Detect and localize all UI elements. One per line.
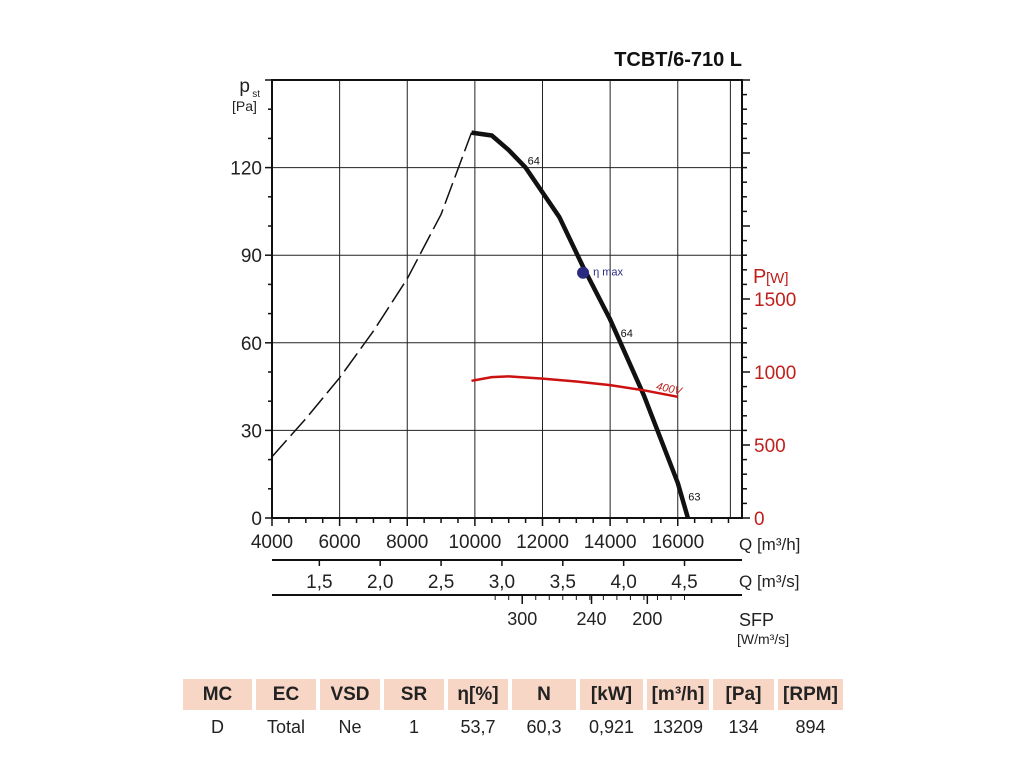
table-header-cell: SR <box>384 679 444 710</box>
table-header-cell: N <box>512 679 576 710</box>
table-header-cell: [Pa] <box>713 679 774 710</box>
table-header-cell: [kW] <box>580 679 643 710</box>
x-tick-label: 8000 <box>386 532 428 553</box>
table-value-cell: 134 <box>728 717 759 737</box>
table-column: [m³/h] 13209 <box>647 679 709 744</box>
table-column: [Pa] 134 <box>713 679 774 744</box>
y2-axis-label-main: P <box>753 266 766 288</box>
y2-tick-label: 500 <box>754 436 786 457</box>
y2-tick-label: 0 <box>754 509 765 530</box>
table-value-cell: Ne <box>338 717 362 737</box>
table-header-cell: EC <box>256 679 316 710</box>
x2-tick-label: 2,0 <box>367 572 393 593</box>
x2-tick-label: 4,0 <box>610 572 636 593</box>
y-tick-label: 120 <box>230 159 262 180</box>
table-column: [kW] 0,921 <box>580 679 643 744</box>
y2-axis-label-unit: [W] <box>766 270 789 287</box>
performance-table: MC D EC Total VSD Ne SR 1 η[%] 53,7 N 60,3 [kW] 0,921… <box>183 679 843 744</box>
curve-label: 63 <box>688 491 700 503</box>
table-value-cell: 1 <box>408 717 419 737</box>
y-tick-label: 90 <box>241 246 262 267</box>
eta-max-marker <box>577 266 590 279</box>
voltage-label: 400V <box>655 381 684 398</box>
y-axis-label-sub: st <box>252 89 260 100</box>
table-column: MC D <box>183 679 252 744</box>
stall-curve-dashed <box>271 132 473 458</box>
table-header-cell: η[%] <box>448 679 508 710</box>
y2-tick-label: 1000 <box>754 363 796 384</box>
curve-label: 64 <box>621 328 633 340</box>
x2-tick-label: 1,5 <box>306 572 332 593</box>
table-header-cell: MC <box>183 679 252 710</box>
y-tick-label: 30 <box>241 421 262 442</box>
y2-tick-label: 1500 <box>754 290 796 311</box>
y-tick-label: 0 <box>251 509 262 530</box>
x3-axis-label: SFP <box>739 610 774 630</box>
x-tick-label: 14000 <box>584 532 637 553</box>
table-value-cell: 53,7 <box>460 717 496 737</box>
pressure-curve <box>471 130 691 519</box>
table-column: VSD Ne <box>320 679 380 744</box>
table-value-cell: D <box>211 717 224 737</box>
fan-curve-chart: 0 30 60 90 120 0 500 1000 1500 4000 6000 8000 10000 1… <box>230 49 800 647</box>
x-axis-label: Q [m³/h] <box>739 535 800 554</box>
x2-tick-label: 3,0 <box>489 572 515 593</box>
y-axis-label-unit: [Pa] <box>232 98 257 114</box>
table-column: N 60,3 <box>512 679 576 744</box>
table-column: EC Total <box>256 679 316 744</box>
x2-tick-label: 4,5 <box>671 572 697 593</box>
table-value-cell: 60,3 <box>526 717 562 737</box>
x2-tick-label: 3,5 <box>550 572 576 593</box>
x-tick-label: 12000 <box>516 532 569 553</box>
table-header-cell: [RPM] <box>778 679 843 710</box>
table-value-cell: Total <box>266 717 306 737</box>
x3-tick-label: 300 <box>507 609 537 629</box>
power-curve-400v <box>471 375 679 399</box>
x-tick-label: 4000 <box>251 532 293 553</box>
eta-max-label: η max <box>593 267 623 279</box>
x-tick-label: 10000 <box>448 532 501 553</box>
table-value-cell: 894 <box>795 717 826 737</box>
table-column: η[%] 53,7 <box>448 679 508 744</box>
table-header-cell: VSD <box>320 679 380 710</box>
y-axis-label-main: p <box>239 76 250 97</box>
curve-label: 64 <box>528 156 540 168</box>
x3-tick-label: 240 <box>577 609 607 629</box>
table-value-cell: 0,921 <box>588 717 635 737</box>
x2-axis-label: Q [m³/s] <box>739 572 799 591</box>
table-header-cell: [m³/h] <box>647 679 709 710</box>
y-tick-label: 60 <box>241 334 262 355</box>
x-tick-label: 6000 <box>318 532 360 553</box>
table-column: SR 1 <box>384 679 444 744</box>
table-column: [RPM] 894 <box>778 679 843 744</box>
table-value-cell: 13209 <box>652 717 704 737</box>
x3-tick-label: 200 <box>632 609 662 629</box>
x3-axis-unit: [W/m³/s] <box>737 631 789 647</box>
x2-tick-label: 2,5 <box>428 572 454 593</box>
x-tick-label: 16000 <box>651 532 704 553</box>
chart-title: TCBT/6-710 L <box>614 49 742 71</box>
